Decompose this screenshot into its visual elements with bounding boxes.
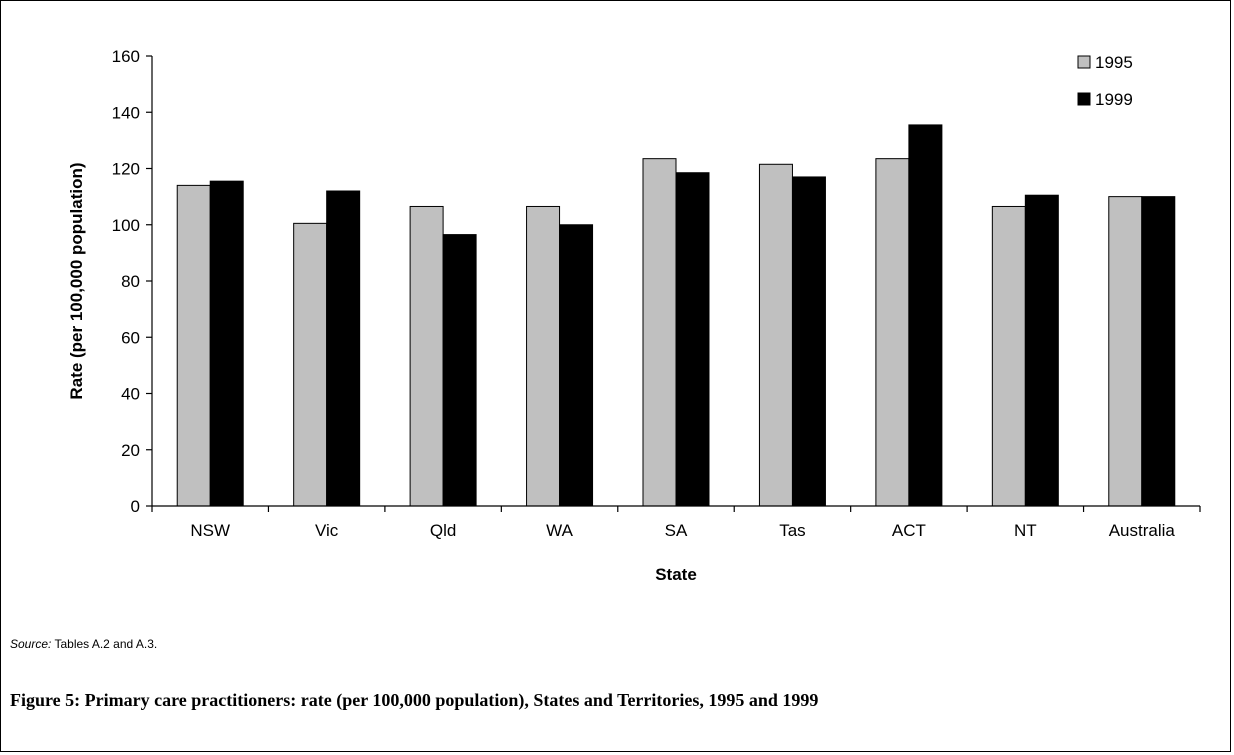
x-tick-label: WA: [546, 521, 573, 540]
legend-swatch-1999: [1077, 92, 1091, 106]
bar-1995-australia: [1108, 196, 1143, 507]
y-tick-label: 0: [131, 497, 140, 516]
x-tick-label: NSW: [190, 521, 230, 540]
legend-label-1999: 1999: [1095, 90, 1133, 109]
bar-1995-sa: [642, 158, 677, 507]
legend-label-1995: 1995: [1095, 53, 1133, 72]
y-tick-label: 100: [112, 216, 140, 235]
bar-1999-nt: [1024, 194, 1059, 507]
x-axis-ticks: NSW Vic Qld WA SA Tas ACT NT Australia: [151, 506, 1201, 540]
x-tick-label: Tas: [779, 521, 805, 540]
bar-1999-nsw: [209, 180, 244, 507]
bar-1995-wa: [526, 205, 561, 507]
y-tick-label: 120: [112, 160, 140, 179]
source-label: Source:: [10, 637, 52, 651]
x-tick-label: Vic: [315, 521, 339, 540]
bar-1999-australia: [1141, 196, 1176, 507]
x-tick-label: Australia: [1109, 521, 1176, 540]
y-tick-label: 140: [112, 103, 140, 122]
source-note: Source: Tables A.2 and A.3.: [10, 637, 157, 651]
x-axis-label: State: [655, 565, 697, 584]
bar-chart: 0 20 40 60 80 100 120 140 160 NSW Vic Qld WA SA Tas AC…: [67, 47, 1201, 584]
y-axis-label: Rate (per 100,000 population): [67, 162, 86, 399]
bar-1999-act: [908, 124, 943, 507]
y-tick-label: 20: [121, 441, 140, 460]
x-tick-label: SA: [665, 521, 688, 540]
y-tick-label: 80: [121, 272, 140, 291]
legend-swatch-1995: [1077, 55, 1091, 69]
y-axis-ticks: 0 20 40 60 80 100 120 140 160: [112, 47, 152, 516]
bar-1999-vic: [326, 190, 361, 507]
x-tick-label: NT: [1014, 521, 1037, 540]
y-tick-label: 40: [121, 385, 140, 404]
bar-1995-vic: [293, 222, 328, 507]
bar-1999-tas: [791, 176, 826, 507]
bar-1999-wa: [559, 224, 594, 507]
y-tick-label: 160: [112, 47, 140, 66]
bars: [176, 124, 1176, 507]
bar-1999-qld: [442, 234, 477, 507]
bar-1995-act: [875, 158, 910, 507]
bar-1995-qld: [409, 205, 444, 507]
x-tick-label: ACT: [892, 521, 926, 540]
source-text: Tables A.2 and A.3.: [51, 637, 158, 651]
bar-1995-nsw: [176, 184, 211, 507]
bar-1999-sa: [675, 172, 710, 507]
bar-1995-nt: [991, 205, 1026, 507]
y-tick-label: 60: [121, 328, 140, 347]
bar-1995-tas: [758, 163, 793, 507]
figure-caption: Figure 5: Primary care practitioners: ra…: [10, 690, 819, 710]
x-tick-label: Qld: [430, 521, 456, 540]
legend: 1995 1999: [1077, 53, 1133, 109]
